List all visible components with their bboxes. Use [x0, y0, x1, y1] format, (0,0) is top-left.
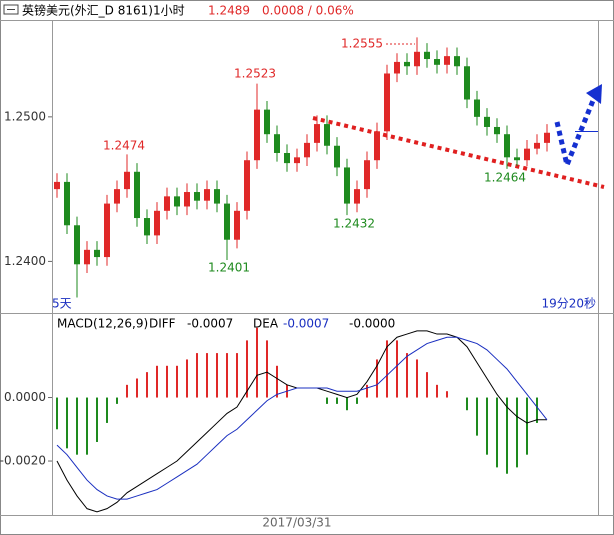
- menu-icon[interactable]: [3, 4, 19, 15]
- candle-body: [504, 134, 510, 158]
- candle-body: [94, 249, 100, 258]
- y-tick-label: 1.2500: [4, 109, 46, 123]
- candle-body: [314, 124, 320, 143]
- legend-value: -0.0000: [349, 317, 395, 331]
- candle-body: [534, 142, 540, 149]
- candle-body: [64, 181, 70, 226]
- legend-name: DEA: [253, 317, 279, 331]
- candle-body: [114, 189, 120, 204]
- candle-body: [374, 131, 380, 161]
- candle-body: [444, 56, 450, 65]
- candle-body: [424, 51, 430, 60]
- candle-body: [544, 132, 550, 143]
- arrow-head: [586, 84, 602, 104]
- candle-body: [514, 157, 520, 161]
- forecast-arrow: [554, 97, 597, 174]
- trend-line: [312, 116, 605, 189]
- candle-body: [204, 189, 210, 201]
- candle-body: [304, 142, 310, 158]
- legend-value: -0.0007: [283, 317, 329, 331]
- candle-body: [414, 51, 420, 67]
- legend-name: MACD(12,26,9): [57, 317, 148, 331]
- candle-body: [164, 196, 170, 211]
- candle-body: [404, 61, 410, 67]
- period-label: 5天: [52, 297, 72, 311]
- candle-body: [194, 192, 200, 201]
- candle-body: [134, 171, 140, 219]
- y-tick-label: -0.0020: [0, 454, 46, 468]
- legend-name: DIFF: [149, 317, 176, 331]
- candle-body: [454, 56, 460, 67]
- symbol: 英镑美元(外汇_D 8161)1小时: [22, 3, 185, 18]
- candle-body: [144, 218, 150, 236]
- candle-body: [264, 109, 270, 135]
- candle-body: [244, 160, 250, 211]
- candle-body: [394, 61, 400, 74]
- candle-body: [524, 148, 530, 161]
- candle-body: [74, 225, 80, 265]
- candle-body: [154, 210, 160, 236]
- price-annotation: 1.2401: [208, 261, 250, 275]
- price-change: 0.0008 / 0.06%: [262, 4, 354, 18]
- candle-body: [494, 126, 500, 135]
- candle-body: [364, 160, 370, 190]
- candle-body: [284, 152, 290, 164]
- candle-body: [104, 203, 110, 258]
- candle-body: [54, 181, 60, 190]
- candle-body: [234, 210, 240, 240]
- countdown: 19分20秒: [541, 297, 596, 311]
- y-tick-label: 1.2400: [4, 254, 46, 268]
- candle-body: [484, 116, 490, 127]
- candle-body: [124, 171, 130, 190]
- price-annotation: 1.2474: [103, 139, 145, 153]
- candle-body: [324, 124, 330, 146]
- candle-body: [354, 189, 360, 204]
- candle-body: [274, 134, 280, 153]
- price-annotation: 1.2432: [333, 217, 375, 231]
- candle-body: [184, 192, 190, 207]
- price-annotation: 1.2464: [484, 171, 526, 185]
- last-price: 1.2489: [208, 4, 250, 18]
- candle-body: [214, 189, 220, 204]
- macd-line: [56, 336, 548, 500]
- candle-body: [224, 203, 230, 240]
- candle-body: [434, 59, 440, 65]
- candle-body: [84, 249, 90, 265]
- y-tick-label: 0.0000: [4, 390, 46, 404]
- candle-body: [334, 145, 340, 168]
- candle-body: [464, 66, 470, 100]
- candle-body: [174, 196, 180, 207]
- price-annotation: 1.2523: [234, 67, 276, 81]
- candle-body: [384, 73, 390, 132]
- legend-value: -0.0007: [187, 317, 233, 331]
- candle-body: [294, 157, 300, 164]
- date-label: 2017/03/31: [262, 516, 331, 530]
- candle-body: [474, 99, 480, 117]
- candle-body: [254, 109, 260, 161]
- price-annotation: 1.2555: [341, 37, 383, 51]
- candle-body: [344, 167, 350, 204]
